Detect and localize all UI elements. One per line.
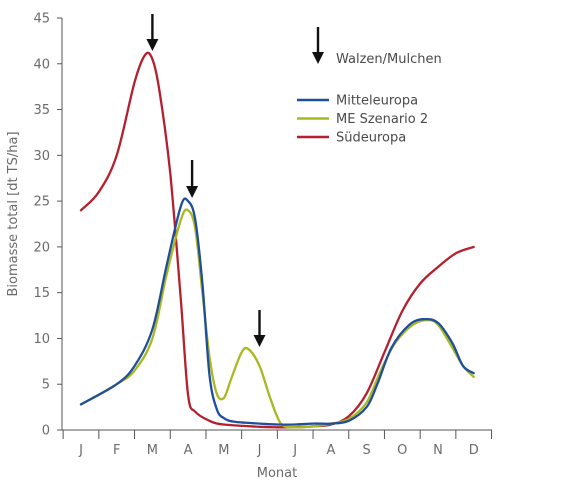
arrow-marker-3: [253, 310, 266, 347]
y-tick-label-45: 45: [33, 12, 50, 27]
y-tick-label-15: 15: [33, 286, 50, 301]
x-axis-title: Monat: [257, 466, 297, 481]
series-line-mitteleuropa: [79, 197, 475, 426]
x-tick-label-4: A: [184, 443, 193, 458]
x-tick-label-6: J: [257, 443, 262, 458]
arrow-marker-2-head: [186, 186, 199, 198]
y-tick-label-0: 0: [42, 424, 50, 439]
series-lines: [79, 51, 475, 429]
legend-arrow-label: Walzen/Mulchen: [336, 52, 442, 67]
series-line-me-szenario-2: [79, 208, 475, 429]
y-tick-label-35: 35: [33, 103, 50, 118]
axes: 0 5 10 15 20 25 30 35 40 45 J F M A M J J A S O N D: [33, 12, 493, 458]
x-tick-label-12: D: [469, 443, 479, 458]
series-line-s-deuropa: [79, 51, 475, 429]
y-tick-label-5: 5: [42, 378, 50, 393]
legend-arrow-symbol-head: [312, 52, 324, 64]
y-tick-label-30: 30: [33, 149, 50, 164]
y-tick-label-20: 20: [33, 240, 50, 255]
treatment-arrows: [146, 14, 324, 347]
arrow-marker-1: [146, 14, 159, 51]
y-tick-label-40: 40: [33, 57, 50, 72]
y-tick-label-25: 25: [33, 195, 50, 210]
y-axis-title: Biomasse total [dt TS/ha]: [6, 131, 21, 296]
x-tick-label-9: S: [362, 443, 370, 458]
legend-label-me-szenario-2: ME Szenario 2: [336, 112, 428, 127]
x-tick-label-3: M: [147, 443, 158, 458]
x-tick-label-5: M: [218, 443, 229, 458]
x-tick-label-8: A: [326, 443, 335, 458]
legend-label-s-deuropa: Südeuropa: [336, 131, 406, 146]
x-tick-label-10: O: [397, 443, 407, 458]
x-tick-label-7: J: [292, 443, 297, 458]
x-tick-label-11: N: [433, 443, 443, 458]
legend-arrow-symbol: [312, 27, 324, 64]
legend: Walzen/Mulchen Mitteleuropa ME Szenario 2 S…: [297, 52, 442, 146]
x-tick-label-1: J: [78, 443, 83, 458]
x-tick-label-2: F: [113, 443, 120, 458]
arrow-marker-1-head: [146, 39, 159, 51]
y-tick-label-10: 10: [33, 332, 50, 347]
arrow-marker-3-head: [253, 335, 266, 347]
arrow-marker-2: [186, 160, 199, 198]
legend-label-mitteleuropa: Mitteleuropa: [336, 94, 418, 109]
